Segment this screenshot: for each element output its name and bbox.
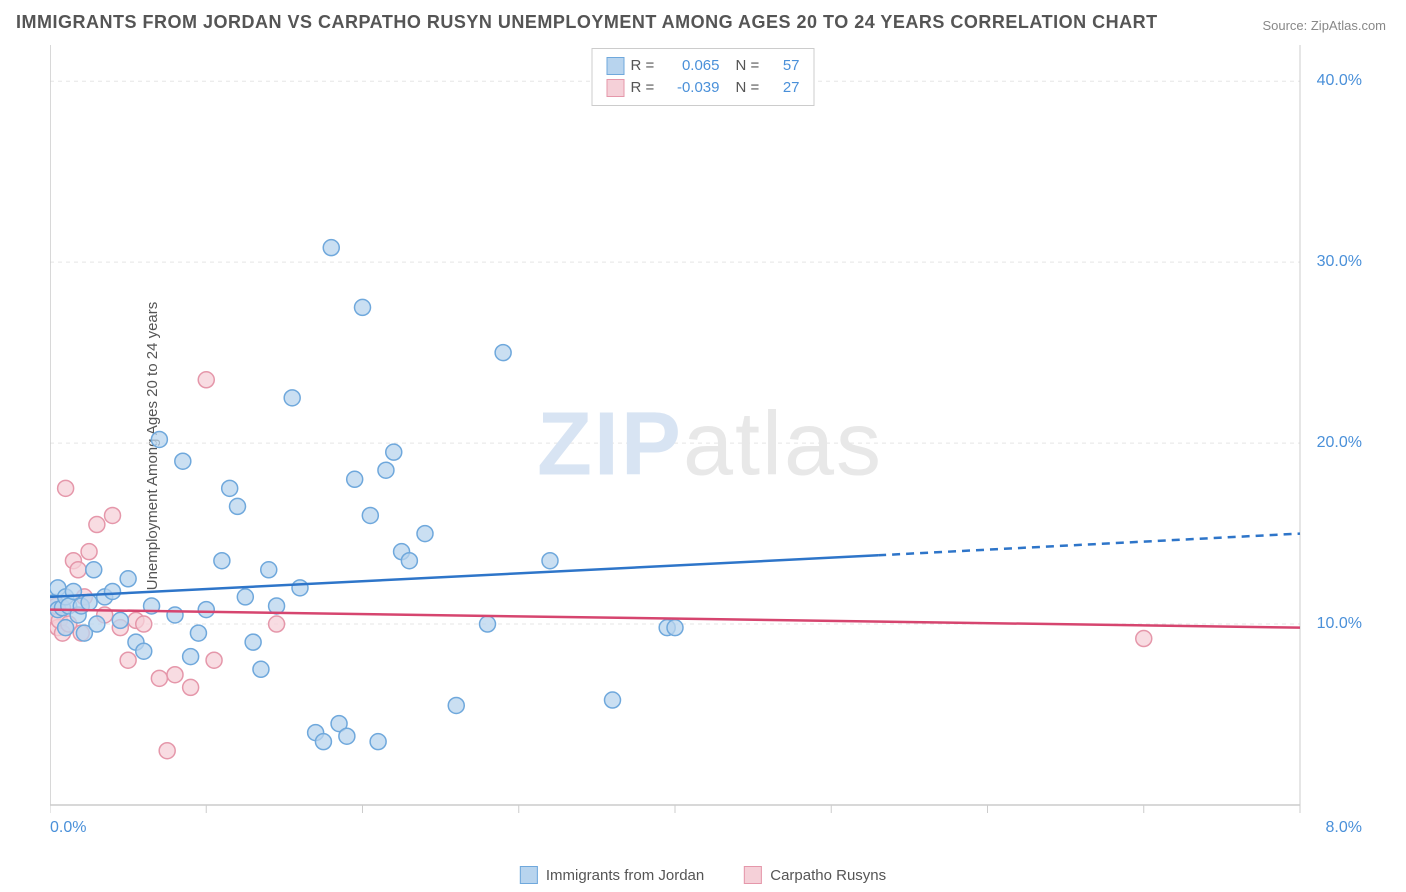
scatter-point [269,616,285,632]
legend-label: Carpatho Rusyns [770,867,886,884]
scatter-point [339,728,355,744]
scatter-point [448,697,464,713]
legend-label: Immigrants from Jordan [546,867,704,884]
scatter-point [120,571,136,587]
scatter-point [355,299,371,315]
scatter-point [183,679,199,695]
legend-row: R = -0.039 N = 27 [607,77,800,99]
scatter-point [112,612,128,628]
scatter-point [261,562,277,578]
scatter-point [70,562,86,578]
scatter-point [542,553,558,569]
r-value: -0.039 [665,77,720,99]
scatter-point [206,652,222,668]
scatter-point [89,616,105,632]
chart-area: ZIPatlas 10.0%20.0%30.0%40.0%0.0%8.0% [50,45,1370,845]
scatter-point [198,372,214,388]
scatter-point [58,620,74,636]
n-value: 57 [770,55,800,77]
scatter-point [370,734,386,750]
scatter-point [237,589,253,605]
chart-title: IMMIGRANTS FROM JORDAN VS CARPATHO RUSYN… [16,12,1158,33]
scatter-point [198,602,214,618]
y-tick-label: 30.0% [1317,253,1362,271]
scatter-point [667,620,683,636]
scatter-point [292,580,308,596]
scatter-point [167,607,183,623]
scatter-point [86,562,102,578]
n-label: N = [736,55,764,77]
scatter-point [480,616,496,632]
y-tick-label: 10.0% [1317,615,1362,633]
scatter-point [159,743,175,759]
n-value: 27 [770,77,800,99]
scatter-point [105,507,121,523]
scatter-point [214,553,230,569]
scatter-point [495,345,511,361]
source-attribution: Source: ZipAtlas.com [1262,18,1386,33]
r-value: 0.065 [665,55,720,77]
legend-swatch [607,57,625,75]
scatter-point [323,240,339,256]
scatter-point [347,471,363,487]
scatter-point [81,544,97,560]
x-tick-label: 0.0% [50,819,86,837]
y-tick-label: 40.0% [1317,72,1362,90]
scatter-point [230,498,246,514]
scatter-point [284,390,300,406]
scatter-point [417,526,433,542]
series-legend: Immigrants from Jordan Carpatho Rusyns [520,866,886,884]
scatter-point [245,634,261,650]
scatter-point [105,583,121,599]
scatter-point [120,652,136,668]
scatter-point [136,616,152,632]
scatter-point [136,643,152,659]
scatter-point [151,670,167,686]
legend-swatch [520,866,538,884]
legend-swatch [607,79,625,97]
legend-item: Immigrants from Jordan [520,866,704,884]
regression-line-extend [878,534,1300,556]
scatter-point [183,649,199,665]
scatter-point [151,431,167,447]
scatter-point [315,734,331,750]
scatter-point [401,553,417,569]
correlation-legend: R = 0.065 N = 57 R = -0.039 N = 27 [592,48,815,106]
r-label: R = [631,55,659,77]
regression-line [50,555,878,597]
scatter-point [175,453,191,469]
scatter-point [1136,631,1152,647]
y-tick-label: 20.0% [1317,434,1362,452]
scatter-point [81,594,97,610]
scatter-point [89,517,105,533]
x-tick-label: 8.0% [1326,819,1362,837]
scatter-point [190,625,206,641]
scatter-point [253,661,269,677]
legend-item: Carpatho Rusyns [744,866,886,884]
scatter-plot-svg [50,45,1370,845]
legend-row: R = 0.065 N = 57 [607,55,800,77]
scatter-point [222,480,238,496]
r-label: R = [631,77,659,99]
scatter-point [378,462,394,478]
scatter-point [58,480,74,496]
n-label: N = [736,77,764,99]
scatter-point [386,444,402,460]
scatter-point [605,692,621,708]
scatter-point [167,667,183,683]
legend-swatch [744,866,762,884]
scatter-point [362,507,378,523]
